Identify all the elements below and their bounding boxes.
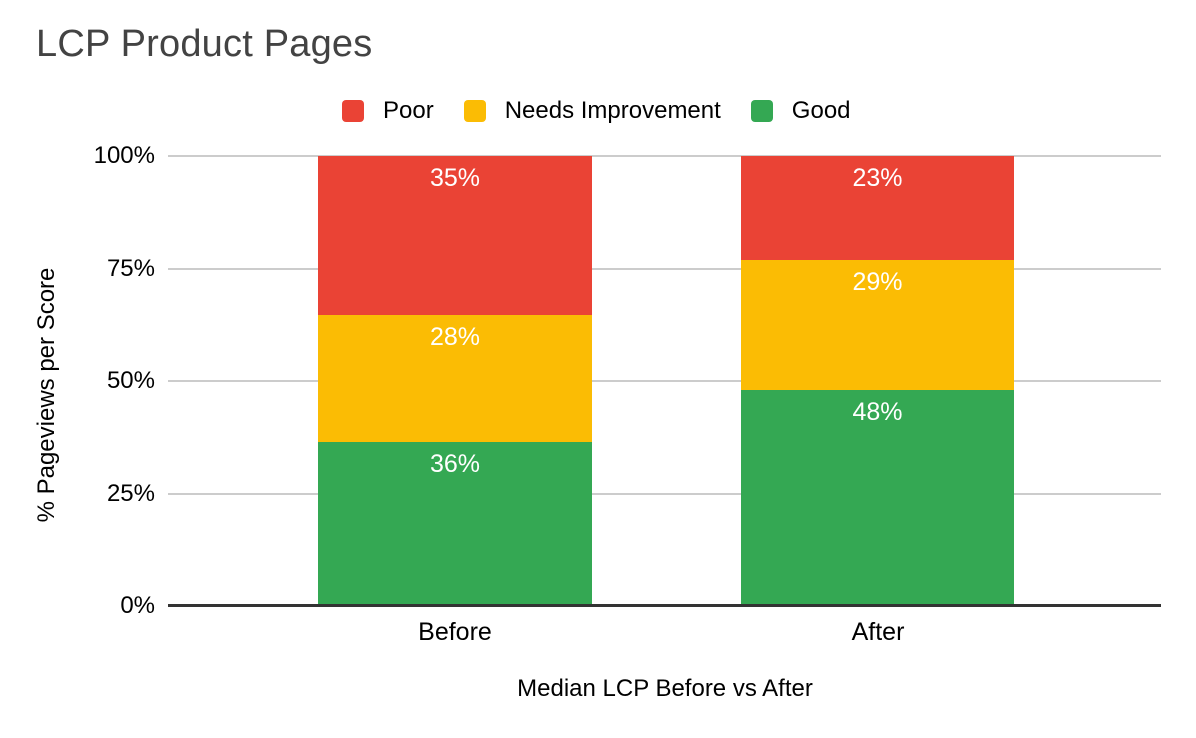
gridline-75: [168, 268, 1161, 270]
chart-title: LCP Product Pages: [36, 23, 373, 65]
bar-segment-poor-after: 23%: [741, 156, 1014, 260]
bar-segment-needs-improvement-before: 28%: [318, 315, 592, 443]
bar-value-label-good-after: 48%: [852, 398, 903, 426]
legend-label-needs-improvement: Needs Improvement: [504, 97, 721, 124]
legend-label-good: Good: [791, 97, 851, 124]
bar-value-label-good-before: 36%: [429, 450, 481, 479]
x-axis-title: Median LCP Before vs After: [517, 675, 813, 702]
legend-item-good: Good: [750, 97, 851, 125]
x-category-label-before: Before: [418, 618, 492, 646]
bar-segment-good-before: 36%: [318, 442, 592, 606]
y-tick-label-100: 100%: [93, 142, 155, 169]
gridline-50: [168, 380, 1161, 382]
y-tick-label-0: 0%: [120, 592, 155, 619]
legend-swatch-needs-improvement: [463, 100, 486, 122]
bar-value-label-needs-improvement-after: 29%: [852, 267, 903, 296]
legend-swatch-good: [750, 100, 773, 122]
bar-segment-poor-before: 35%: [318, 156, 592, 316]
gridline-25: [168, 493, 1161, 495]
x-category-label-after: After: [851, 618, 905, 646]
gridline-100: [168, 155, 1161, 157]
bar-value-label-needs-improvement-before: 28%: [429, 323, 481, 352]
y-tick-label-50: 50%: [106, 367, 155, 394]
legend-swatch-poor: [342, 100, 364, 122]
y-tick-label-25: 25%: [106, 480, 155, 507]
y-tick-label-75: 75%: [106, 255, 155, 282]
bar-value-label-poor-after: 23%: [852, 164, 903, 192]
bar-value-label-poor-before: 35%: [429, 164, 481, 192]
bar-segment-needs-improvement-after: 29%: [741, 259, 1014, 390]
plot-area: 36% 28% 35% 48% 29% 23%: [168, 155, 1161, 607]
legend-label-poor: Poor: [383, 97, 434, 124]
bar-segment-good-after: 48%: [741, 390, 1014, 606]
legend-item-poor: Poor: [342, 97, 434, 125]
legend-item-needs-improvement: Needs Improvement: [463, 97, 721, 125]
legend: Poor Needs Improvement Good: [342, 97, 851, 125]
x-axis-baseline: [168, 604, 1161, 607]
